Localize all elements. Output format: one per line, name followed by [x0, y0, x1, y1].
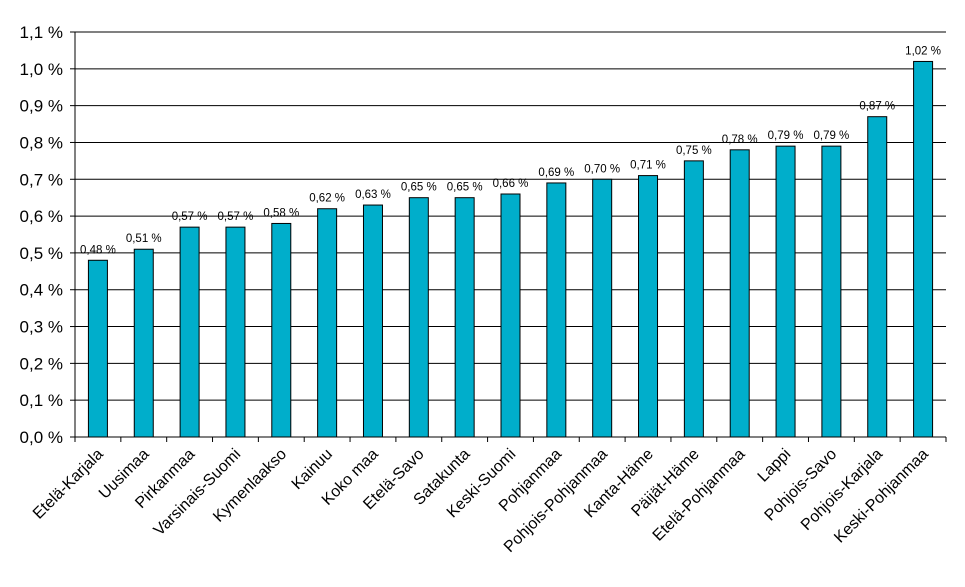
bar [87, 259, 108, 438]
y-tick-label: 0,7 % [20, 170, 63, 189]
data-label: 0,69 % [538, 167, 574, 179]
data-label: 0,57 % [172, 211, 208, 223]
data-label: 0,75 % [676, 145, 712, 157]
data-label: 0,79 % [813, 130, 849, 142]
data-label: 0,62 % [309, 193, 345, 205]
bar [500, 193, 521, 438]
y-tick-label: 0,9 % [20, 97, 63, 116]
data-label: 0,66 % [493, 178, 529, 190]
bar [592, 178, 613, 438]
x-axis: Etelä-KarjalaUusimaaPirkanmaaVarsinais-S… [30, 436, 947, 556]
y-tick-label: 1,0 % [20, 60, 63, 79]
bar [775, 145, 796, 438]
bar [271, 222, 292, 438]
data-label: 0,63 % [355, 189, 391, 201]
bar [408, 197, 429, 438]
data-label: 0,70 % [584, 163, 620, 175]
data-label: 0,48 % [80, 244, 116, 256]
data-label: 0,58 % [263, 207, 299, 219]
bar [362, 204, 383, 438]
data-label: 0,71 % [630, 160, 666, 172]
bar [225, 226, 246, 438]
y-tick-label: 0,1 % [20, 391, 63, 410]
y-tick-label: 0,0 % [20, 428, 63, 447]
y-tick-label: 0,4 % [20, 281, 63, 300]
category-label: Lappi [755, 446, 795, 486]
y-tick-label: 1,1 % [20, 23, 63, 42]
bar [683, 160, 704, 438]
bar [729, 149, 750, 438]
y-tick-label: 0,2 % [20, 354, 63, 373]
category-label: Etelä-Karjala [30, 446, 107, 523]
y-tick-label: 0,8 % [20, 133, 63, 152]
bars [87, 60, 934, 438]
y-tick-label: 0,3 % [20, 318, 63, 337]
bar [546, 182, 567, 438]
data-label: 0,79 % [768, 130, 804, 142]
bar [638, 175, 659, 438]
y-axis: 0,0 % 0,1 % 0,2 % 0,3 % 0,4 % 0,5 % 0,6 % 0,7 %… [20, 23, 76, 447]
bar [454, 197, 475, 438]
data-label: 0,57 % [218, 211, 254, 223]
bar [133, 248, 154, 438]
data-label: 0,87 % [859, 101, 895, 113]
bar [317, 208, 338, 438]
data-label: 0,78 % [722, 134, 758, 146]
data-label: 0,51 % [126, 233, 162, 245]
data-labels: 0,48 % 0,51 % 0,57 % 0,57 % 0,58 % 0,62 % 0,63… [80, 45, 941, 256]
y-tick-label: 0,5 % [20, 244, 63, 263]
data-label: 1,02 % [905, 45, 941, 57]
y-tick-label: 0,6 % [20, 207, 63, 226]
bar [179, 226, 200, 438]
data-label: 0,65 % [401, 182, 437, 194]
data-label: 0,65 % [447, 182, 483, 194]
bar [821, 145, 842, 438]
bar [913, 60, 934, 438]
bar [867, 116, 888, 438]
category-label: Pohjois-Karjala [798, 446, 886, 534]
